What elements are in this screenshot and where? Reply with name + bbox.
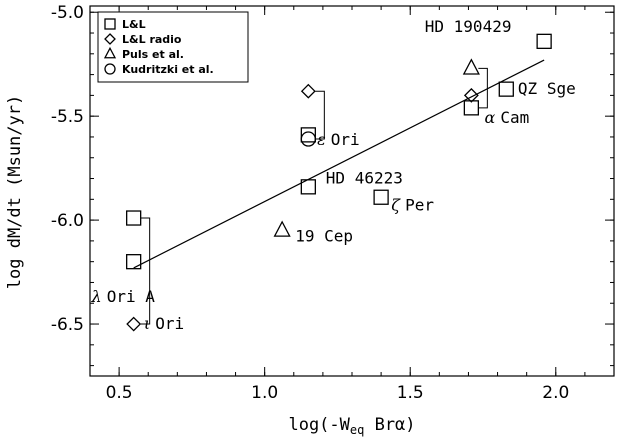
y-tick-label: -6.0 xyxy=(51,211,84,231)
legend-square-icon xyxy=(104,18,116,30)
x-axis-title: log(-Weq Brα) xyxy=(288,415,415,437)
point-label: HD 46223 xyxy=(326,169,403,188)
y-tick-label: -5.5 xyxy=(51,107,84,127)
triangle-marker xyxy=(462,58,480,75)
label-text: Ori xyxy=(155,314,184,333)
point-label: QZ Sge xyxy=(518,79,576,98)
connector-bracket xyxy=(315,90,325,140)
label-text: Cam xyxy=(500,108,529,127)
diamond-marker xyxy=(463,87,479,103)
greek-symbol: ζ xyxy=(391,196,405,215)
legend-label: Kudritzki et al. xyxy=(122,63,214,76)
label-text: Ori xyxy=(331,130,360,149)
point-annotations: HD 190429 QZ Sge α Cam ε Ori HD 46223 ζ Per 19… xyxy=(90,17,575,333)
greek-symbol: λ xyxy=(90,287,106,306)
square-marker xyxy=(300,179,316,195)
connector-bracket xyxy=(140,217,151,325)
axis-ticks xyxy=(89,6,615,376)
fit-line xyxy=(133,59,545,269)
legend-label: L&L radio xyxy=(122,33,182,46)
triangle-marker xyxy=(273,220,291,237)
legend-box xyxy=(97,11,249,83)
label-text: Ori A xyxy=(107,287,156,306)
circle-marker xyxy=(300,131,316,147)
square-marker xyxy=(463,100,480,116)
legend-diamond-icon xyxy=(104,33,116,45)
y-tick-label: -5.0 xyxy=(51,3,84,23)
label-text: Per xyxy=(405,196,434,215)
diamond-marker xyxy=(126,316,142,332)
y-axis-title: log dM/dt (Msun/yr) xyxy=(5,95,25,289)
point-label: ζ Per xyxy=(391,196,434,215)
legend-label: Puls et al. xyxy=(122,48,184,61)
x-tick-label: 0.5 xyxy=(106,383,133,403)
greek-symbol: ι xyxy=(144,314,155,333)
data-markers xyxy=(126,33,552,332)
label-text: QZ Sge xyxy=(518,79,576,98)
connectors xyxy=(140,67,488,325)
square-marker xyxy=(536,33,552,49)
x-tick-label: 1.0 xyxy=(251,383,278,403)
label-text: 19 Cep xyxy=(295,227,353,246)
connector-bracket xyxy=(478,67,488,109)
square-marker xyxy=(373,189,389,205)
legend-items: L&L L&L radio Puls et al. Kudritzki et al. xyxy=(103,18,214,76)
legend-circle-icon xyxy=(104,63,116,75)
axis-tick-labels: 0.5 1.0 1.5 2.0 -5.0 -5.5 -6.0 -6.5 xyxy=(51,3,569,403)
greek-symbol: α xyxy=(484,108,500,127)
point-label: ε Ori xyxy=(317,130,360,149)
greek-symbol: ε xyxy=(317,130,331,149)
point-label: α Cam xyxy=(484,108,529,127)
square-marker xyxy=(498,81,514,97)
square-marker xyxy=(126,210,142,226)
diamond-marker xyxy=(300,83,316,99)
label-text: HD 190429 xyxy=(425,17,512,36)
point-label: HD 190429 xyxy=(425,17,512,36)
square-marker xyxy=(300,127,316,143)
point-label: λ Ori A xyxy=(90,287,155,306)
legend-triangle-icon xyxy=(103,46,117,59)
legend-label: L&L xyxy=(122,18,146,31)
legend: L&L L&L radio Puls et al. Kudritzki et al. xyxy=(97,11,249,83)
square-marker xyxy=(126,254,142,270)
x-tick-label: 2.0 xyxy=(542,383,569,403)
y-tick-label: -6.5 xyxy=(51,315,84,335)
label-text: HD 46223 xyxy=(326,169,403,188)
x-tick-label: 1.5 xyxy=(397,383,424,403)
point-label: ι Ori xyxy=(144,314,184,333)
point-label: 19 Cep xyxy=(295,227,353,246)
